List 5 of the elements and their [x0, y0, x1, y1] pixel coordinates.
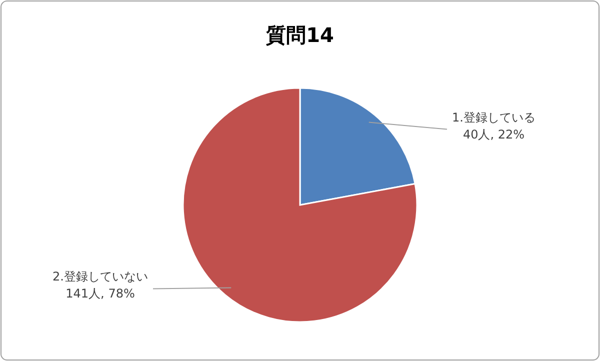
- slice-label: 2.登録していない: [52, 270, 148, 284]
- slice-label: 1.登録している: [452, 110, 536, 124]
- chart-title: 質問14: [265, 23, 334, 47]
- data-label: 141人, 78%: [66, 286, 135, 301]
- data-label: 40人, 22%: [462, 127, 525, 142]
